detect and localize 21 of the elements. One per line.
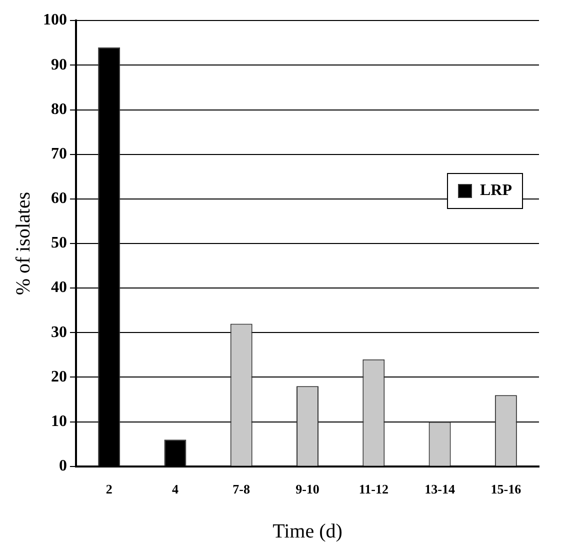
y-tick-label: 30 (51, 324, 67, 341)
y-tick-label: 20 (51, 368, 67, 386)
y-tick-label: 0 (59, 458, 67, 475)
y-tick-label: 60 (51, 190, 67, 208)
x-tick-label: 11-12 (358, 482, 388, 497)
y-tick-label: 70 (51, 145, 67, 162)
x-tick-label: 2 (106, 482, 112, 497)
x-tick-label: 9-10 (296, 482, 320, 497)
x-tick-label: 4 (172, 482, 179, 497)
x-tick-label: 13-14 (424, 482, 456, 497)
x-axis-title: Time (d) (272, 520, 342, 542)
y-tick-label: 50 (51, 234, 67, 252)
x-tick-label: 15-16 (490, 482, 522, 497)
legend-label: LRP (480, 182, 512, 200)
y-tick-label: 80 (51, 100, 67, 118)
y-tick-label: 90 (51, 56, 67, 74)
y-tick-label: 100 (43, 12, 67, 29)
y-tick-label: 40 (51, 279, 67, 296)
y-axis-title: % of isolates (12, 192, 34, 296)
x-tick-label: 7-8 (232, 482, 251, 497)
y-tick-label: 10 (51, 412, 67, 430)
